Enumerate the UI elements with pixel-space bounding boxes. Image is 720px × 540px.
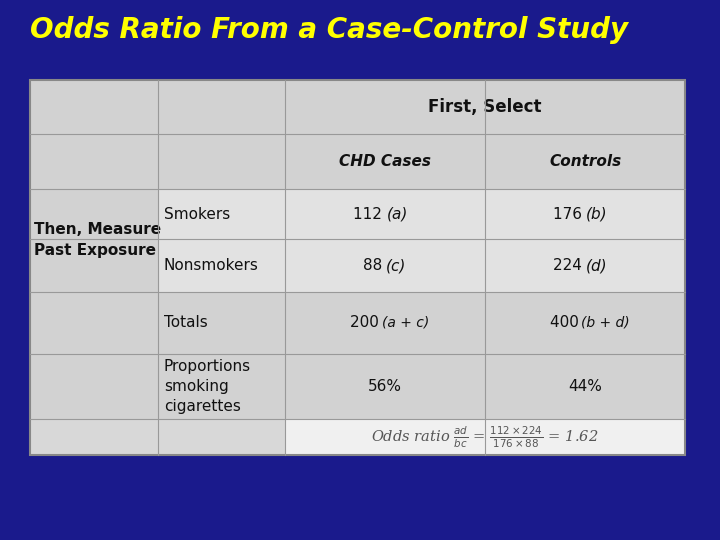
Text: Odds ratio $\frac{ad}{bc}$ = $\frac{112 \times 224}{176 \times 88}$ = 1.62: Odds ratio $\frac{ad}{bc}$ = $\frac{112 … bbox=[372, 424, 599, 450]
Bar bbox=[485, 354, 685, 420]
Text: 200: 200 bbox=[351, 315, 384, 330]
Bar bbox=[158, 189, 285, 239]
Bar bbox=[30, 189, 158, 239]
Text: 400: 400 bbox=[550, 315, 584, 330]
Bar bbox=[285, 420, 685, 455]
Bar bbox=[158, 420, 285, 455]
Bar bbox=[30, 134, 158, 189]
Bar bbox=[485, 239, 685, 292]
Bar bbox=[285, 134, 485, 189]
Bar bbox=[285, 354, 485, 420]
Text: 44%: 44% bbox=[568, 379, 602, 394]
Text: Controls: Controls bbox=[549, 154, 621, 169]
Bar bbox=[158, 80, 285, 134]
Text: (a + c): (a + c) bbox=[382, 316, 429, 330]
Bar bbox=[485, 80, 685, 134]
Text: Odds Ratio From a Case-Control Study: Odds Ratio From a Case-Control Study bbox=[30, 16, 628, 44]
Text: (d): (d) bbox=[586, 258, 608, 273]
Text: Proportions
smoking
cigarettes: Proportions smoking cigarettes bbox=[163, 359, 251, 414]
Bar bbox=[485, 134, 685, 189]
Bar bbox=[158, 239, 285, 292]
Bar bbox=[285, 80, 485, 134]
Text: 176: 176 bbox=[553, 207, 587, 221]
Text: (c): (c) bbox=[386, 258, 407, 273]
Text: Nonsmokers: Nonsmokers bbox=[163, 258, 258, 273]
Text: CHD Cases: CHD Cases bbox=[339, 154, 431, 169]
Bar bbox=[285, 189, 485, 239]
Bar bbox=[285, 239, 485, 292]
Text: (b + d): (b + d) bbox=[581, 316, 629, 330]
Bar bbox=[30, 292, 158, 354]
Text: Then, Measure
Past Exposure: Then, Measure Past Exposure bbox=[34, 222, 161, 258]
Bar bbox=[158, 292, 285, 354]
Text: 56%: 56% bbox=[369, 379, 402, 394]
Text: 112: 112 bbox=[354, 207, 387, 221]
Bar bbox=[30, 80, 158, 134]
Text: 88: 88 bbox=[364, 258, 387, 273]
Bar bbox=[30, 420, 158, 455]
Bar bbox=[285, 292, 485, 354]
Bar bbox=[485, 420, 685, 455]
Bar bbox=[485, 189, 685, 239]
Bar bbox=[485, 292, 685, 354]
Text: 224: 224 bbox=[553, 258, 587, 273]
Bar bbox=[158, 354, 285, 420]
Bar bbox=[30, 80, 685, 455]
Bar bbox=[30, 239, 158, 292]
Bar bbox=[30, 354, 158, 420]
Bar bbox=[285, 420, 485, 455]
Text: (a): (a) bbox=[387, 207, 408, 221]
Bar bbox=[30, 420, 285, 455]
Text: Totals: Totals bbox=[163, 315, 207, 330]
Bar bbox=[158, 134, 285, 189]
Text: (b): (b) bbox=[586, 207, 608, 221]
Text: First, Select: First, Select bbox=[428, 98, 542, 116]
Text: Smokers: Smokers bbox=[163, 207, 230, 221]
Bar bbox=[30, 189, 158, 292]
